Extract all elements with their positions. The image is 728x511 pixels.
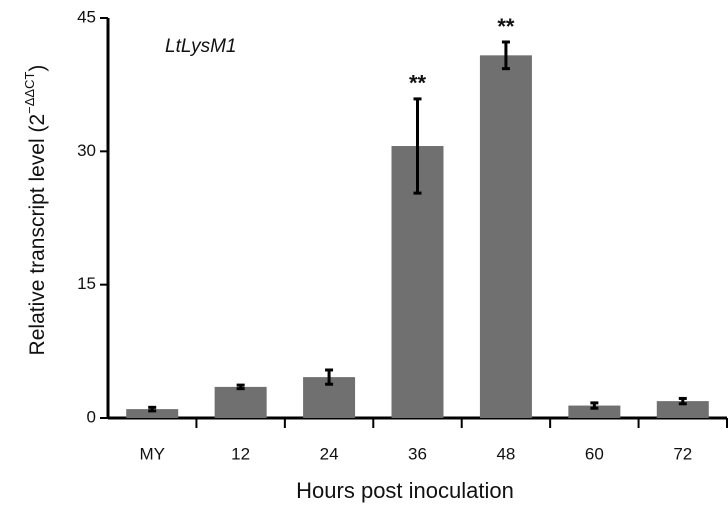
significance: ** <box>409 71 427 96</box>
y-axis-label: Relative transcript level (2−ΔΔCT) <box>22 65 48 356</box>
y-tick-label: 0 <box>87 407 96 426</box>
y-tick-label: 30 <box>77 141 96 160</box>
y-tick-label: 45 <box>77 7 96 26</box>
x-tick-label: 24 <box>320 444 339 463</box>
x-tick-label: 12 <box>231 444 250 463</box>
bar <box>568 405 621 418</box>
x-tick-label: 48 <box>496 444 515 463</box>
bar <box>656 401 709 418</box>
bar <box>126 409 179 418</box>
y-label-sup: −ΔΔCT <box>22 72 37 114</box>
x-tick-label: MY <box>139 444 165 463</box>
bar <box>214 386 267 418</box>
y-tick-label: 15 <box>77 274 96 293</box>
bar <box>479 55 532 418</box>
x-tick-label: 36 <box>408 444 427 463</box>
y-label-end: ) <box>26 65 49 72</box>
significance: ** <box>497 14 515 39</box>
gene-label: LtLysM1 <box>165 36 236 57</box>
x-axis-label: Hours post inoculation <box>296 478 514 503</box>
y-label-main: Relative transcript level (2 <box>26 114 49 356</box>
x-tick-label: 72 <box>673 444 692 463</box>
x-tick-label: 60 <box>585 444 604 463</box>
